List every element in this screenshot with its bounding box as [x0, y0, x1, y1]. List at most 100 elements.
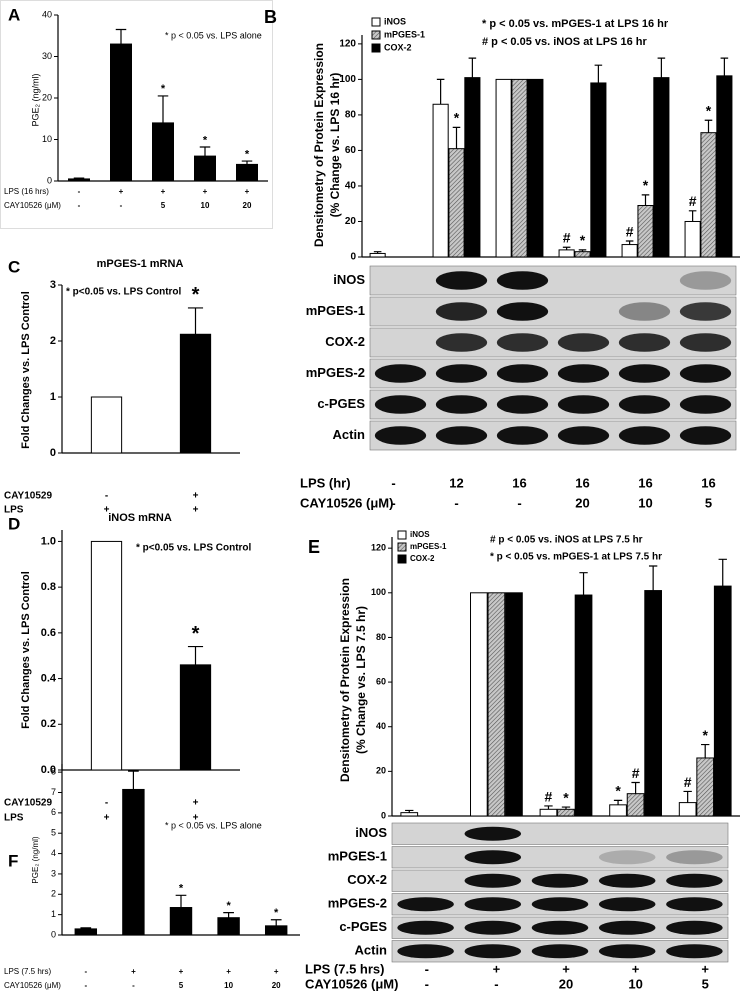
- condition-value: +: [701, 961, 709, 976]
- significance-marker: *: [274, 907, 279, 919]
- bar: [700, 132, 717, 258]
- blot-band: [679, 271, 732, 290]
- bar: [539, 808, 558, 817]
- y-tick-label: 6: [51, 807, 56, 817]
- blot-label: COX-2: [347, 872, 387, 887]
- annotation: * p<0.05 vs. LPS Control: [66, 287, 182, 298]
- condition-value: -: [425, 961, 429, 976]
- blot-band: [464, 897, 522, 912]
- blot-band: [679, 333, 732, 352]
- y-tick-label: 0.6: [41, 627, 56, 639]
- y-tick-label: 1: [51, 909, 56, 919]
- blot-band: [464, 873, 522, 888]
- condition-value: +: [226, 967, 231, 976]
- blot-band: [464, 850, 522, 865]
- y-tick-label: 40: [345, 181, 357, 192]
- error-bar: [657, 57, 666, 78]
- blot-band: [435, 395, 488, 414]
- blot-band: [435, 426, 488, 445]
- blot-band: [557, 395, 610, 414]
- legend-swatch: [371, 17, 381, 27]
- bar: [574, 594, 593, 817]
- y-tick-label: 20: [376, 766, 386, 776]
- annotation: * p < 0.05 vs. LPS alone: [165, 30, 262, 40]
- condition-value: -: [454, 495, 458, 510]
- y-tick-label: 0: [47, 175, 52, 185]
- legend-swatch: [397, 530, 407, 540]
- bar: [637, 204, 654, 258]
- error-bar: [701, 743, 710, 758]
- blot-band: [666, 920, 723, 935]
- error-bar: [73, 177, 85, 179]
- condition-label: LPS (hr): [300, 475, 351, 490]
- bar: [236, 163, 258, 182]
- annotation: # p < 0.05 vs. iNOS at LPS 7.5 hr: [490, 535, 643, 546]
- y-tick-label: 0.8: [41, 581, 56, 593]
- bar: [511, 78, 528, 258]
- bar: [179, 333, 212, 454]
- y-tick-label: 1: [50, 391, 56, 403]
- blot-band: [464, 920, 522, 935]
- condition-value: +: [193, 505, 199, 516]
- condition-value: 5: [161, 201, 166, 210]
- blot-label: Actin: [355, 943, 388, 958]
- blot-band: [435, 333, 488, 352]
- blot-band: [598, 873, 656, 888]
- condition-value: -: [517, 495, 521, 510]
- y-tick-label: 40: [42, 9, 52, 19]
- panel-letter: E: [308, 537, 320, 557]
- y-tick-label: 4: [51, 848, 56, 858]
- blot-band: [397, 920, 454, 935]
- panel-frame: [0, 0, 273, 229]
- error-bar: [157, 95, 169, 123]
- blot-band: [374, 364, 427, 383]
- significance-marker: #: [689, 193, 697, 209]
- condition-value: +: [179, 967, 184, 976]
- y-tick-label: 20: [345, 216, 357, 227]
- error-bar: [688, 210, 697, 222]
- y-tick-label: 20: [42, 92, 52, 102]
- y-tick-label: 0: [51, 929, 56, 939]
- significance-marker: *: [615, 783, 621, 799]
- bar: [122, 788, 145, 936]
- y-axis-label: Densitometry of Protein Expression: [312, 43, 326, 247]
- error-bar: [436, 78, 445, 105]
- blot-band: [666, 873, 723, 888]
- blot-band: [618, 395, 671, 414]
- legend-swatch: [371, 43, 381, 53]
- blot-label: iNOS: [333, 272, 365, 287]
- condition-value: -: [105, 798, 108, 809]
- condition-value: +: [193, 798, 199, 809]
- condition-value: 20: [575, 495, 589, 510]
- y-tick-label: 1.0: [41, 535, 56, 547]
- bar: [152, 122, 174, 182]
- condition-label: CAY10526 (μM): [305, 976, 398, 991]
- bar: [470, 592, 488, 817]
- condition-value: +: [193, 491, 199, 502]
- significance-marker: *: [161, 83, 166, 95]
- legend-label: iNOS: [410, 530, 430, 539]
- condition-value: -: [78, 187, 81, 196]
- condition-value: -: [425, 976, 429, 991]
- blot-band: [557, 333, 610, 352]
- condition-label: CAY10526 (μM): [4, 981, 61, 990]
- blot-band: [435, 271, 488, 290]
- annotation: # p < 0.05 vs. iNOS at LPS 16 hr: [482, 36, 647, 48]
- bar: [68, 178, 90, 182]
- blot-band: [496, 302, 549, 321]
- bar: [432, 103, 449, 258]
- bar: [495, 78, 512, 258]
- bar: [90, 540, 123, 771]
- error-bar: [223, 912, 234, 918]
- blot-band: [679, 302, 732, 321]
- blot-band: [435, 302, 488, 321]
- bar: [527, 78, 544, 258]
- bar: [400, 812, 419, 817]
- blot-strip: [369, 389, 737, 420]
- condition-label: LPS (7.5 hrs): [4, 967, 51, 976]
- blot-label: Actin: [333, 427, 366, 442]
- significance-marker: #: [684, 774, 692, 790]
- bar: [626, 793, 645, 817]
- blot-label: iNOS: [355, 825, 387, 840]
